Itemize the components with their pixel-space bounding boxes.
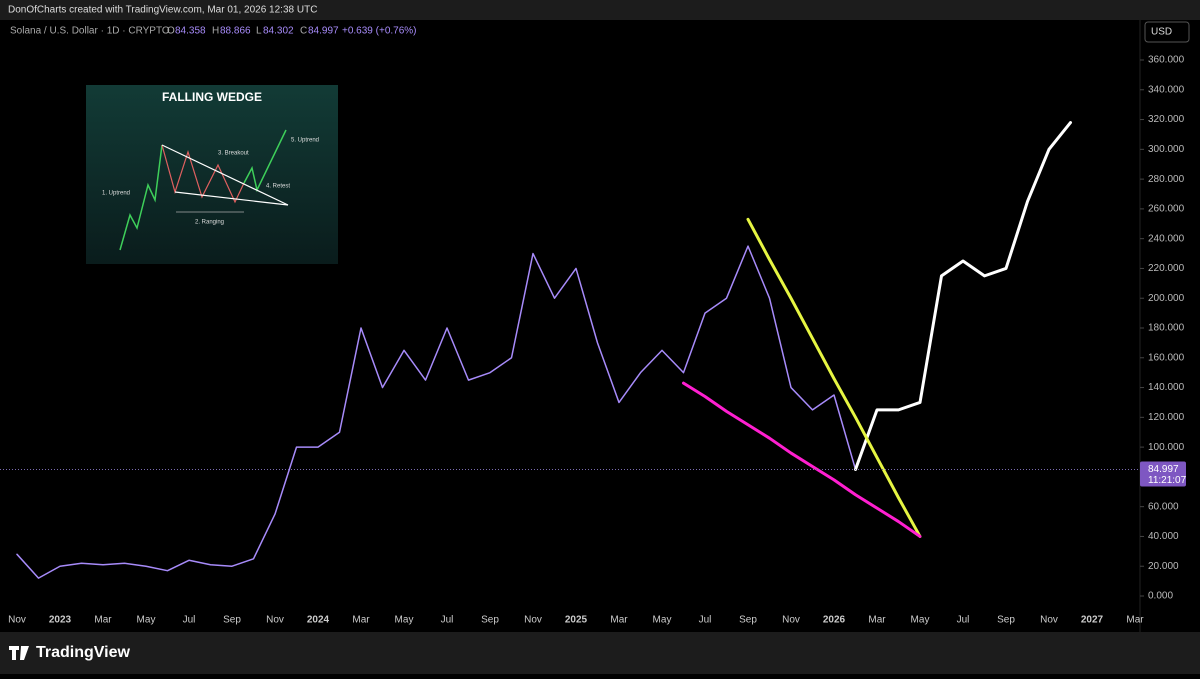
series-line xyxy=(16,245,857,579)
top-bar xyxy=(0,0,1200,20)
y-tick-label: 20.000 xyxy=(1148,561,1179,572)
x-tick-label: Jul xyxy=(183,615,196,626)
y-tick-label: 140.000 xyxy=(1148,382,1185,393)
ohlc-label: O xyxy=(167,26,175,37)
x-tick-label: 2025 xyxy=(565,615,588,626)
x-tick-label: Nov xyxy=(1040,615,1058,626)
x-tick-label: Mar xyxy=(352,615,370,626)
x-tick-label: 2023 xyxy=(49,615,72,626)
y-tick-label: 300.000 xyxy=(1148,144,1185,155)
symbol: Solana / U.S. Dollar · 1D · CRYPTO xyxy=(10,26,170,37)
inset-uptrend xyxy=(119,144,163,251)
y-tick-label: 320.000 xyxy=(1148,114,1185,125)
currency-button[interactable] xyxy=(1144,21,1190,43)
y-tick-label: 40.000 xyxy=(1148,531,1179,542)
y-tick-label: 200.000 xyxy=(1148,293,1185,304)
ohlc-value: 84.997 xyxy=(308,26,339,37)
inset-label: 4. Retest xyxy=(266,184,290,190)
y-tick-label: 120.000 xyxy=(1148,412,1185,423)
last-price: 84.997 xyxy=(1148,464,1179,475)
credit: DonOfCharts created with TradingView.com… xyxy=(8,5,317,16)
x-tick-label: 2027 xyxy=(1081,615,1104,626)
x-tick-label: Jul xyxy=(699,615,712,626)
x-tick-label: Sep xyxy=(739,615,757,626)
inset-lower-line xyxy=(174,191,289,206)
x-tick-label: Mar xyxy=(1126,615,1144,626)
x-tick-label: Mar xyxy=(868,615,886,626)
ohlc-value: 84.358 xyxy=(175,26,206,37)
inset-panel xyxy=(86,85,338,264)
y-tick-label: 240.000 xyxy=(1148,233,1185,244)
y-tick-label: 0.000 xyxy=(1148,591,1173,602)
y-tick-label: 160.000 xyxy=(1148,352,1185,363)
inset: FALLING WEDGE 1. Uptrend 2. Ranging 3. B… xyxy=(86,85,338,264)
ohlc-label: L xyxy=(256,26,262,37)
x-tick-label: Jul xyxy=(957,615,970,626)
series-line xyxy=(746,217,922,538)
change: +0.639 (+0.76%) xyxy=(342,26,417,37)
y-tick-label: 180.000 xyxy=(1148,323,1185,334)
x-tick-label: Nov xyxy=(782,615,800,626)
x-tick-label: 2024 xyxy=(307,615,330,626)
ohlc-label: C xyxy=(300,26,307,37)
inset-upper-line xyxy=(161,144,289,206)
x-tick-label: Sep xyxy=(223,615,241,626)
last-price-tag xyxy=(1140,461,1186,487)
inset-label: 2. Ranging xyxy=(195,220,224,226)
bottom-bar xyxy=(0,632,1200,674)
x-tick-label: May xyxy=(137,615,156,626)
x-tick-label: Nov xyxy=(8,615,26,626)
x-tick-label: Mar xyxy=(610,615,628,626)
y-tick-label: 360.000 xyxy=(1148,55,1185,66)
y-tick-label: 100.000 xyxy=(1148,442,1185,453)
ohlc-label: H xyxy=(212,26,219,37)
x-tick-label: Nov xyxy=(266,615,284,626)
x-tick-label: Jul xyxy=(441,615,454,626)
x-tick-label: May xyxy=(653,615,672,626)
x-tick-label: Sep xyxy=(481,615,499,626)
x-tick-label: Sep xyxy=(997,615,1015,626)
y-tick-label: 260.000 xyxy=(1148,204,1185,215)
y-tick-label: 280.000 xyxy=(1148,174,1185,185)
y-tick-label: 220.000 xyxy=(1148,263,1185,274)
x-tick-label: May xyxy=(395,615,414,626)
series-line xyxy=(854,121,1072,471)
currency[interactable]: USD xyxy=(1151,27,1172,38)
x-tick-label: 2026 xyxy=(823,615,846,626)
y-tick-label: 340.000 xyxy=(1148,84,1185,95)
inset-breakout xyxy=(243,129,287,193)
x-tick-label: May xyxy=(911,615,930,626)
series-line xyxy=(682,381,922,538)
ohlc-value: 84.302 xyxy=(263,26,294,37)
ohlc-value: 88.866 xyxy=(220,26,251,37)
x-tick-label: Mar xyxy=(94,615,112,626)
brand: TradingView xyxy=(36,644,131,661)
inset-label: 5. Uptrend xyxy=(291,138,319,144)
countdown: 11:21:07 xyxy=(1148,475,1187,486)
inset-label: 3. Breakout xyxy=(218,151,249,157)
brand-logo xyxy=(9,646,29,660)
inset-label: 1. Uptrend xyxy=(102,191,130,197)
inset-title: FALLING WEDGE xyxy=(162,90,262,104)
y-tick-label: 60.000 xyxy=(1148,501,1179,512)
x-tick-label: Nov xyxy=(524,615,542,626)
